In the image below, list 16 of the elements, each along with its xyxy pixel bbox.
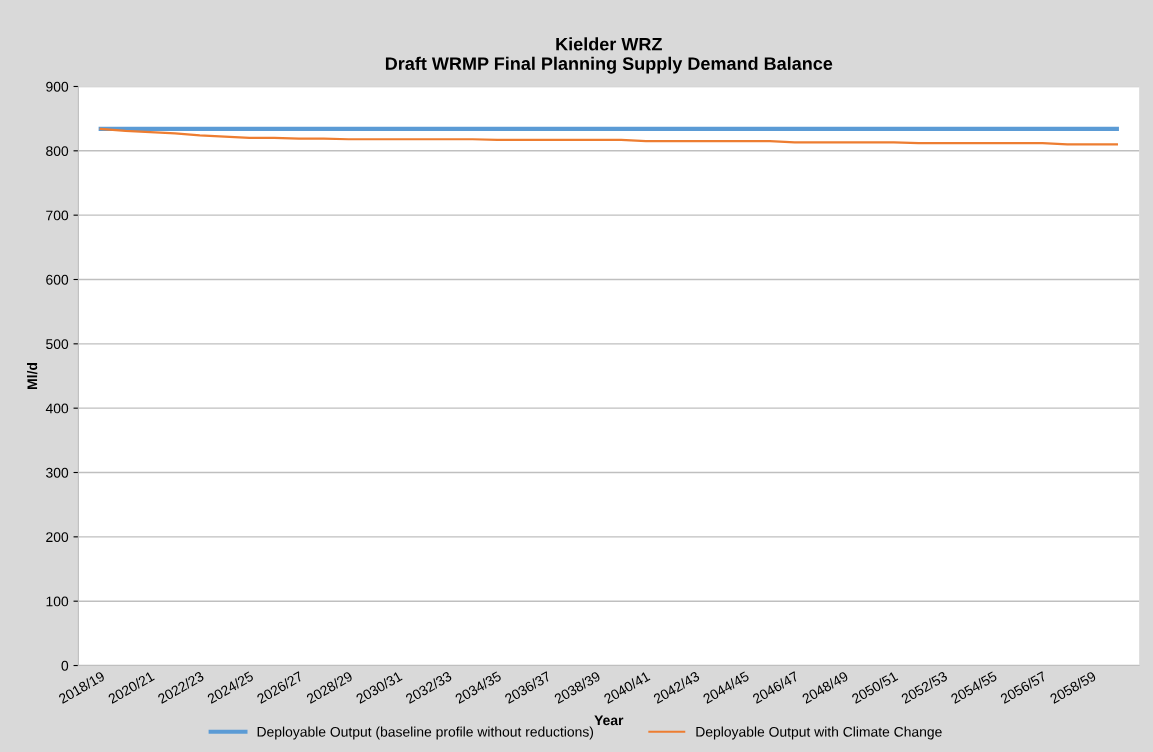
y-tick-label: 100	[46, 596, 69, 607]
y-tick-label: 700	[46, 210, 69, 221]
legend-label: Deployable Output with Climate Change	[696, 726, 942, 740]
y-tick-label: 800	[46, 146, 69, 156]
line-series	[99, 127, 1118, 146]
y-axis-title: Ml/d	[27, 363, 38, 389]
y-tick-label: 600	[46, 274, 69, 285]
y-tick-label: 0	[61, 660, 69, 671]
x-axis-title: Year	[594, 715, 624, 726]
legend-label: Deployable Output (baseline profile without reductions)	[257, 726, 594, 740]
chart-title: Kielder WRZ Draft WRMP Final Planning Supply Demand Balance	[385, 37, 833, 74]
y-tick-label: 900	[46, 81, 69, 92]
y-tick-label: 400	[45, 403, 69, 414]
y-tick-label: 300	[46, 467, 69, 478]
y-tick-label: 200	[46, 532, 69, 543]
y-tick-label: 500	[46, 339, 69, 349]
